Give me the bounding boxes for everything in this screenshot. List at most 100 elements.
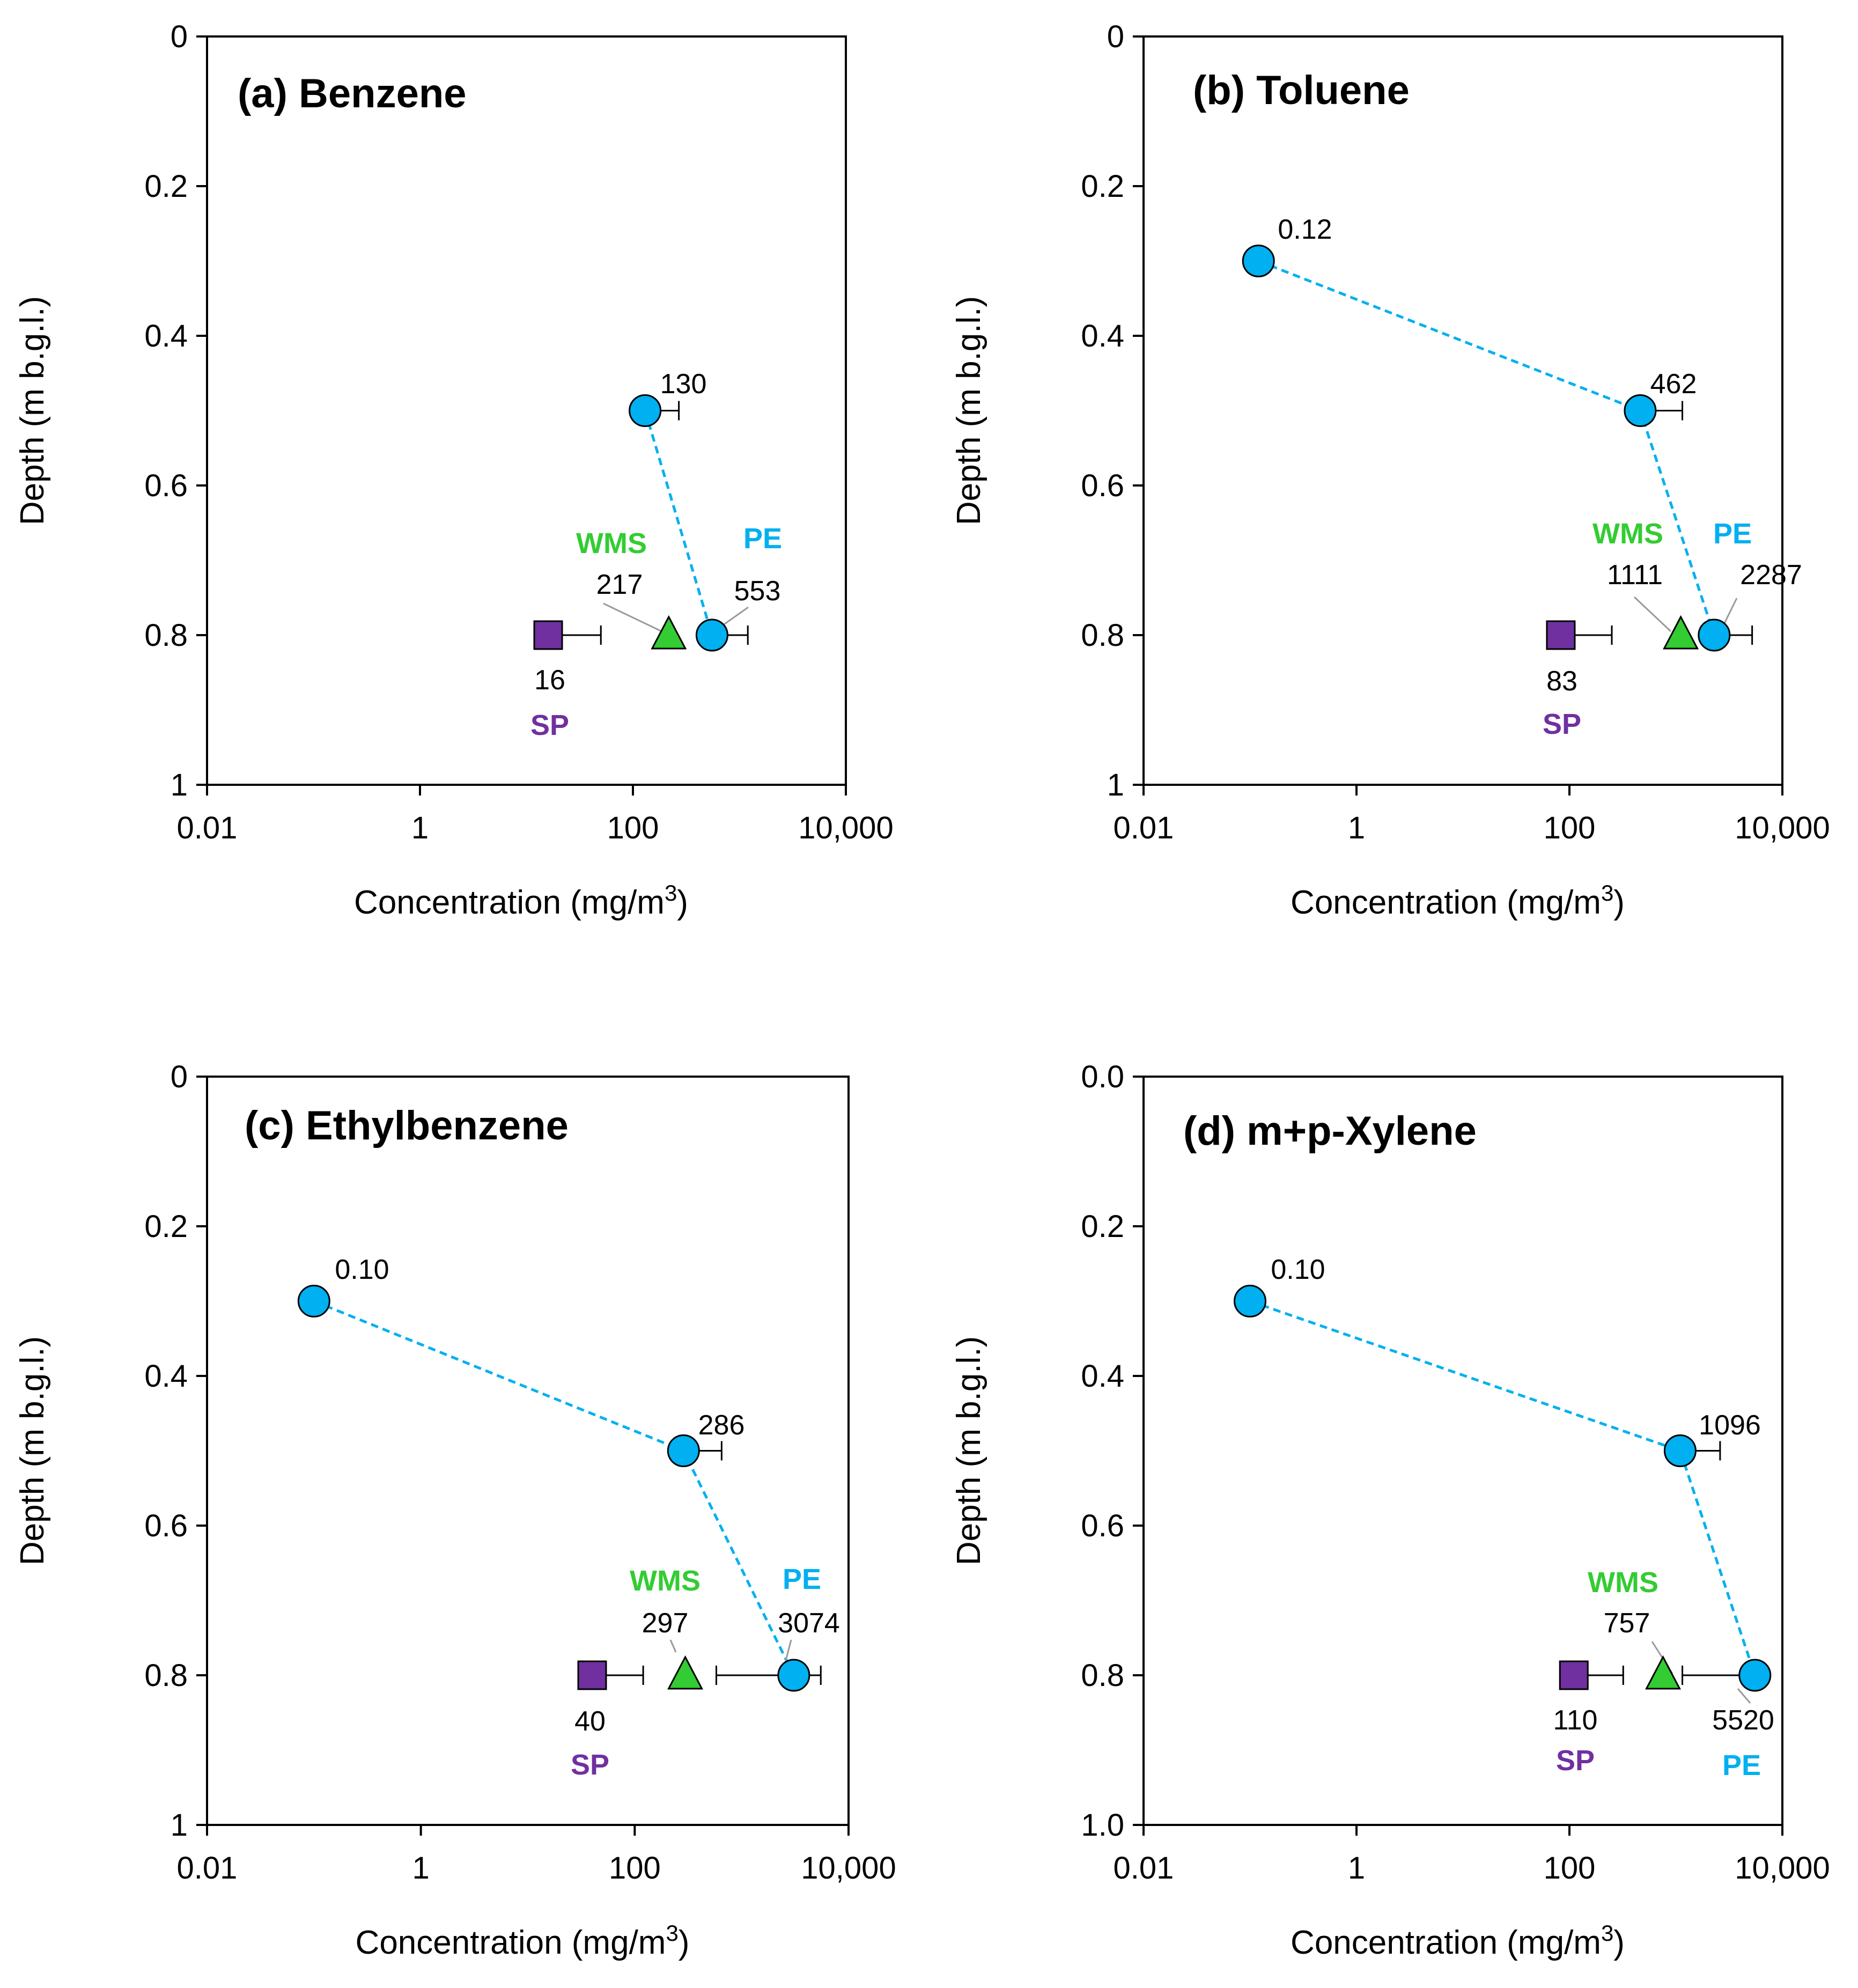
pe-series-label: PE (1722, 1749, 1761, 1781)
wms-leader-line (669, 1639, 677, 1653)
x-axis-label-close: ) (679, 1924, 690, 1961)
pe-marker (1624, 394, 1657, 427)
x-axis-label-superscript: 3 (666, 1920, 678, 1946)
wms-value-label: 297 (642, 1608, 689, 1639)
pe-profile-line (1249, 1300, 1757, 1676)
sp-value-label: 40 (574, 1706, 606, 1737)
chart-panel-2: 0 0.2 0.4 0.6 0.8 1 0.01 1 100 10,000 Concentratio… (950, 19, 1830, 921)
chart-panel-3: 0 0.2 0.4 0.6 0.8 1 0.01 1 100 10,000 Concentratio… (14, 1059, 896, 1961)
wms-value-label: 757 (1604, 1608, 1650, 1639)
y-tick-label: 0.6 (144, 1508, 188, 1543)
panel-title: (b) Toluene (1193, 68, 1410, 113)
pe-marker (667, 1434, 700, 1467)
y-tick-label: 0.2 (144, 1209, 188, 1244)
wms-marker (667, 1655, 704, 1690)
pe-leader-line (1737, 1688, 1751, 1704)
sp-marker (533, 620, 563, 650)
x-axis-label-superscript: 3 (1601, 880, 1613, 905)
x-axis-label-close: ) (677, 884, 688, 921)
x-axis-label-close: ) (1613, 1924, 1625, 1961)
y-tick-label: 1 (171, 768, 188, 802)
wms-leader-line (603, 602, 666, 634)
wms-series-label: WMS (1588, 1566, 1658, 1599)
chart-panel-4: 0.0 0.2 0.4 0.6 0.8 1.0 0.01 1 100 10,000 Concentr… (950, 1059, 1830, 1961)
x-tick-label: 0.01 (1114, 1851, 1174, 1886)
x-tick-label: 100 (1544, 1851, 1596, 1886)
wms-marker (651, 615, 687, 650)
y-tick-label: 0 (171, 1059, 188, 1094)
x-axis-label-superscript: 3 (665, 880, 677, 905)
y-tick-label: 0.8 (144, 1658, 188, 1693)
pe-series-label: PE (1713, 518, 1752, 550)
x-tick-label: 100 (1544, 811, 1596, 845)
pe-marker (297, 1285, 330, 1317)
x-tick-label: 100 (609, 1851, 661, 1886)
x-tick-label: 1 (411, 811, 429, 845)
x-tick-label: 1 (1348, 811, 1365, 845)
x-axis-label: Concentration (mg/m3) (354, 880, 688, 921)
x-tick-label: 1 (1348, 1851, 1365, 1886)
y-tick-label: 0.6 (1081, 1508, 1124, 1543)
pe-marker (1663, 1434, 1697, 1467)
y-tick-label: 0.4 (144, 319, 188, 354)
pe-value-label: 5520 (1712, 1705, 1774, 1736)
wms-leader-line (1633, 596, 1672, 632)
x-axis-label-text: Concentration (mg/m (1291, 1924, 1601, 1961)
x-tick-label: 0.01 (1114, 811, 1174, 845)
sp-series-label: SP (571, 1749, 609, 1781)
plot-frame (206, 35, 847, 786)
pe-profile-line (644, 410, 713, 636)
sp-marker (577, 1660, 607, 1690)
y-tick-label: 0.2 (1081, 1209, 1124, 1244)
y-tick-label: 0.4 (1081, 319, 1124, 354)
x-tick-label: 10,000 (801, 1851, 896, 1886)
pe-value-label: 0.10 (1271, 1254, 1325, 1285)
y-tick-label: 0.6 (1081, 468, 1124, 503)
panel-title: (a) Benzene (238, 71, 467, 116)
pe-value-label: 2287 (1740, 559, 1802, 591)
y-tick-label: 0 (1107, 19, 1124, 54)
x-tick-label: 10,000 (1735, 1851, 1830, 1886)
pe-series-label: PE (783, 1563, 821, 1595)
wms-series-label: WMS (1592, 518, 1663, 550)
pe-marker (777, 1659, 810, 1692)
x-axis-label-text: Concentration (mg/m (354, 884, 665, 921)
sp-value-label: 110 (1553, 1705, 1598, 1736)
x-tick-label: 10,000 (798, 811, 893, 845)
x-tick-label: 0.01 (177, 811, 238, 845)
pe-value-label: 3074 (778, 1608, 840, 1639)
sp-marker (1559, 1660, 1589, 1690)
sp-series-label: SP (1543, 708, 1581, 740)
sp-marker (1546, 620, 1576, 650)
y-tick-label: 0.2 (1081, 169, 1124, 204)
plot-frame (1142, 1076, 1783, 1826)
wms-marker (1645, 1655, 1681, 1690)
x-tick-label: 1 (412, 1851, 430, 1886)
y-tick-label: 0.2 (144, 169, 188, 204)
x-tick-label: 0.01 (177, 1851, 238, 1886)
pe-value-label: 0.12 (1278, 214, 1332, 245)
x-axis-label-text: Concentration (mg/m (1291, 884, 1601, 921)
y-tick-label: 0.0 (1081, 1059, 1124, 1094)
pe-marker (1234, 1285, 1266, 1317)
y-tick-label: 1.0 (1081, 1808, 1124, 1843)
x-tick-label: 10,000 (1735, 811, 1830, 845)
y-tick-label: 0.4 (144, 1359, 188, 1394)
plot-frame (1142, 35, 1783, 786)
y-tick-label: 0.8 (1081, 618, 1124, 653)
x-axis-label-superscript: 3 (1601, 1920, 1613, 1946)
x-axis-label: Concentration (mg/m3) (1291, 880, 1625, 921)
x-axis-label: Concentration (mg/m3) (356, 1920, 690, 1961)
panel-title: (c) Ethylbenzene (245, 1103, 569, 1148)
plot-frame (206, 1076, 850, 1826)
pe-series-label: PE (743, 522, 782, 555)
y-axis-label: Depth (m b.g.l.) (950, 1336, 987, 1565)
wms-series-label: WMS (576, 527, 647, 559)
pe-value-label: 0.10 (335, 1254, 389, 1285)
sp-value-label: 83 (1546, 666, 1577, 697)
wms-value-label: 1111 (1607, 559, 1663, 591)
pe-value-label: 130 (660, 369, 707, 400)
panel-title: (d) m+p-Xylene (1183, 1108, 1477, 1154)
y-axis-label: Depth (m b.g.l.) (14, 296, 51, 525)
